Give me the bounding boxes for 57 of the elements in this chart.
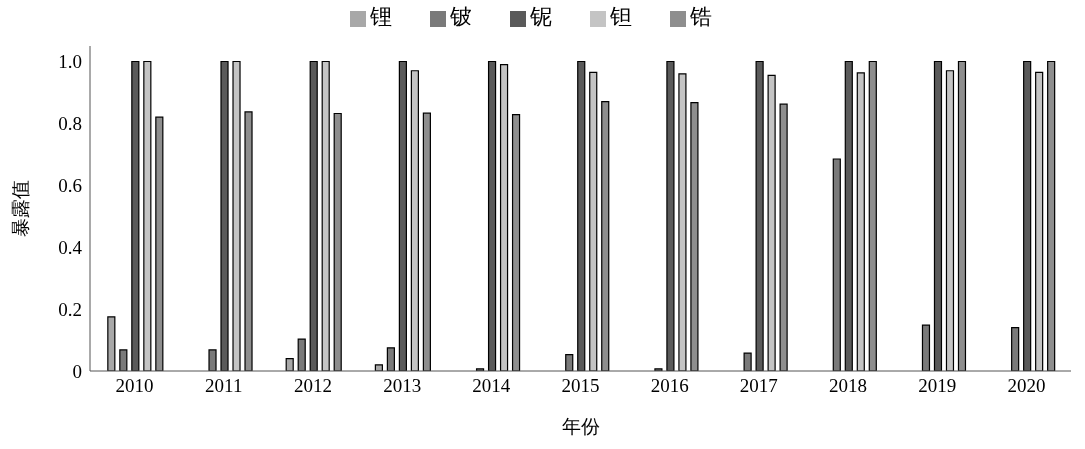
x-tick-label: 2017 xyxy=(739,375,778,397)
bar xyxy=(743,352,752,371)
bar xyxy=(244,111,253,371)
x-tick-label: 2013 xyxy=(383,375,422,397)
bar xyxy=(410,70,419,371)
bar xyxy=(921,324,931,371)
bar xyxy=(499,63,509,371)
x-tick-label: 2015 xyxy=(561,375,600,397)
legend-label: 铌 xyxy=(529,4,552,29)
y-tick-label: 0.2 xyxy=(58,298,82,320)
bar xyxy=(1011,327,1020,371)
bar xyxy=(945,70,955,371)
bar xyxy=(297,338,306,371)
bar xyxy=(1047,60,1056,371)
bar xyxy=(690,102,699,371)
bar xyxy=(601,101,610,371)
y-tick-label: 0.4 xyxy=(58,236,83,258)
x-axis-title: 年份 xyxy=(561,416,600,437)
x-tick-label: 2012 xyxy=(293,375,332,397)
bar xyxy=(589,71,598,371)
bar xyxy=(767,74,776,371)
y-tick-label: 0 xyxy=(72,360,82,382)
bar xyxy=(386,347,395,371)
bar xyxy=(779,103,788,371)
bar xyxy=(868,60,877,371)
bar xyxy=(856,72,865,371)
x-tick-label: 2016 xyxy=(650,375,689,397)
x-tick-label: 2018 xyxy=(829,375,868,397)
y-tick-label: 1.0 xyxy=(58,51,82,73)
bar xyxy=(232,60,241,371)
bar xyxy=(422,112,431,371)
x-tick-label: 2011 xyxy=(205,375,243,397)
bar xyxy=(678,73,687,371)
x-tick-label: 2010 xyxy=(115,375,154,397)
bar xyxy=(832,158,841,371)
legend-label: 铍 xyxy=(449,4,472,29)
bar xyxy=(143,60,152,371)
bar xyxy=(321,60,330,371)
y-axis-title: 暴露值 xyxy=(9,180,31,237)
y-tick-label: 0.8 xyxy=(58,113,82,135)
x-tick-label: 2014 xyxy=(472,375,511,397)
bar xyxy=(957,60,967,371)
bar xyxy=(333,112,342,371)
bar xyxy=(565,354,574,371)
bar xyxy=(119,349,128,371)
x-tick-label: 2020 xyxy=(1007,375,1046,397)
legend-label: 钽 xyxy=(609,4,632,29)
bar xyxy=(208,349,217,371)
legend-label: 锂 xyxy=(369,4,392,29)
legend-label: 锆 xyxy=(689,4,712,29)
y-tick-label: 0.6 xyxy=(58,175,82,197)
bar xyxy=(155,116,164,371)
bar xyxy=(285,358,294,371)
x-tick-label: 2019 xyxy=(918,375,957,397)
bar xyxy=(107,316,116,371)
bar xyxy=(511,114,521,371)
bar xyxy=(1035,71,1044,371)
